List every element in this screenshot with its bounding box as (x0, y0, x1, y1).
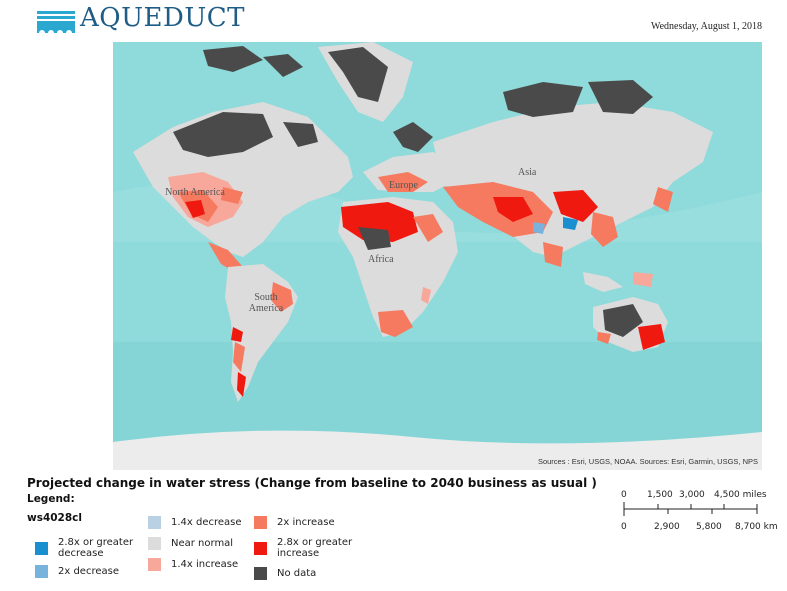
scale-km-1: 2,900 (654, 522, 680, 532)
legend-item-2x-increase: 2x increase (254, 516, 335, 529)
scale-miles-1: 1,500 (647, 490, 673, 500)
scale-km-3: 8,700 km (735, 522, 778, 532)
legend-label: 2x decrease (58, 566, 119, 577)
legend-swatch (148, 558, 161, 571)
legend-layer-name: ws4028cl (27, 512, 82, 524)
scale-miles-2: 3,000 (679, 490, 705, 500)
label-asia: Asia (518, 167, 537, 178)
world-map[interactable]: North America Europe Asia Africa South A… (113, 42, 762, 470)
legend-swatch (35, 565, 48, 578)
legend-swatch (35, 541, 48, 555)
legend-item-2x-decrease: 2x decrease (35, 565, 119, 578)
scale-km-2: 5,800 (696, 522, 722, 532)
legend-swatch (254, 567, 267, 580)
legend-label: 1.4x decrease (171, 517, 242, 528)
legend-item-28x-increase: 2.8x or greater increase (254, 537, 357, 559)
legend-swatch (148, 516, 161, 529)
legend-item-14x-decrease: 1.4x decrease (148, 516, 242, 529)
label-africa: Africa (368, 254, 394, 265)
map-sources: Sources : Esri, USGS, NOAA. Sources: Esr… (537, 457, 758, 466)
legend-label: No data (277, 568, 317, 579)
legend-label: 1.4x increase (171, 559, 239, 570)
legend-label: 2.8x or greater decrease (58, 537, 134, 559)
legend-item-14x-increase: 1.4x increase (148, 558, 238, 571)
legend-item-28x-decrease: 2.8x or greater decrease (35, 537, 138, 559)
map-canvas (113, 42, 762, 470)
scale-miles-0: 0 (621, 490, 627, 500)
map-title: Projected change in water stress (Change… (27, 476, 597, 490)
legend-heading: Legend: (27, 493, 75, 505)
legend-item-near-normal: Near normal (148, 537, 233, 550)
legend-label: Near normal (171, 538, 234, 549)
legend-label: 2x increase (277, 517, 335, 528)
legend-swatch (254, 516, 267, 529)
label-south-america: South America (248, 292, 284, 314)
legend-swatch (148, 537, 161, 550)
legend-item-no-data: No data (254, 567, 316, 580)
header: AQUEDUCT Wednesday, August 1, 2018 (0, 0, 787, 42)
scale-miles-3: 4,500 miles (714, 490, 767, 500)
label-europe: Europe (389, 180, 418, 191)
scale-bar: 0 1,500 3,000 4,500 miles 0 2,900 5,800 … (612, 488, 782, 538)
legend-label: 2.8x or greater increase (277, 537, 353, 559)
report-date: Wednesday, August 1, 2018 (650, 21, 762, 32)
scale-bar-graphic (623, 502, 758, 516)
scale-km-0: 0 (621, 522, 627, 532)
label-north-america: North America (165, 187, 225, 198)
app-logo-text: AQUEDUCT (80, 3, 245, 33)
aqueduct-arches-icon (37, 11, 75, 33)
legend-swatch (254, 541, 267, 555)
